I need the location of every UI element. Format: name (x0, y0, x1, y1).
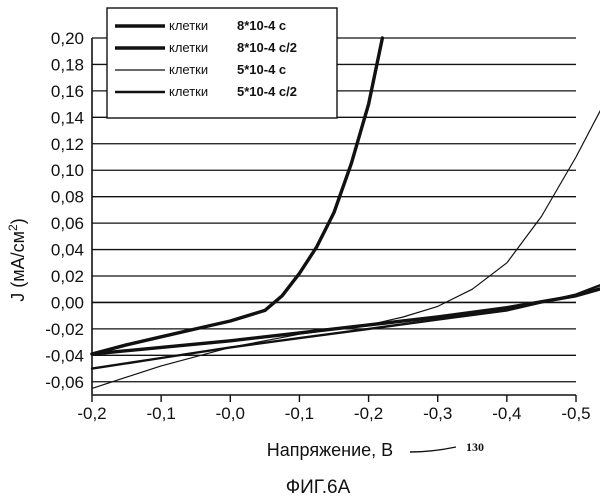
legend-label: клетки (169, 62, 208, 77)
axes: -0,06 -0,04 -0,02 0,00 0,02 0,04 0,06 0,08 0,10 0… (45, 29, 590, 423)
legend-label: клетки (169, 18, 208, 33)
y-tick-label: -0,04 (45, 346, 84, 365)
legend-value: 5*10-4 с (237, 62, 286, 77)
y-tick-label: 0,04 (51, 241, 84, 260)
series-line-2 (90, 287, 600, 356)
legend-value: 5*10-4 с/2 (237, 84, 297, 99)
y-tick-label: 0,08 (51, 188, 84, 207)
y-tick-label: 0,18 (51, 55, 84, 74)
series-line-1 (90, 36, 385, 356)
x-tick-label: -0,5 (561, 404, 590, 423)
y-tick-label: 0,02 (51, 267, 84, 286)
y-tick-label: 0,16 (51, 82, 84, 101)
legend-value: 8*10-4 с (237, 18, 286, 33)
y-tick-label: 0,20 (51, 29, 84, 48)
y-tick-label: 0,06 (51, 214, 84, 233)
y-tick-label: -0,06 (45, 373, 84, 392)
x-tick-label: -0,1 (146, 404, 175, 423)
x-tick-label: -0,0 (216, 404, 245, 423)
y-axis-title-superscript: 2 (6, 224, 20, 231)
x-tick-label: -0,2 (354, 404, 383, 423)
x-tick-label: -0,4 (492, 404, 521, 423)
legend-label: клетки (169, 84, 208, 99)
x-tick-label: -0,2 (77, 404, 106, 423)
figure-caption: ФИГ.6A (286, 477, 351, 498)
x-axis-title-leader-line (409, 446, 457, 453)
y-tick-label: 0,00 (51, 293, 84, 312)
y-axis-title: J (мА/см2) (6, 218, 28, 301)
legend-label: клетки (169, 40, 208, 55)
y-axis-title-base: J (мА/см (8, 231, 28, 302)
y-tick-label: 0,14 (51, 108, 84, 127)
series-line-4 (90, 284, 600, 370)
x-tick-label: -0,1 (285, 404, 314, 423)
x-axis-title: Напряжение, В (267, 440, 393, 460)
legend: клетки 8*10-4 с клетки 8*10-4 с/2 клетки 5*10… (106, 7, 338, 119)
y-tick-label: 0,10 (51, 161, 84, 180)
y-tick-label: 0,12 (51, 135, 84, 154)
y-tick-label: -0,02 (45, 320, 84, 339)
legend-value: 8*10-4 с/2 (237, 40, 297, 55)
series-group (90, 36, 600, 389)
x-tick-label: -0,3 (423, 404, 452, 423)
reference-number: 130 (466, 440, 484, 454)
y-axis-title-end: ) (8, 218, 28, 224)
